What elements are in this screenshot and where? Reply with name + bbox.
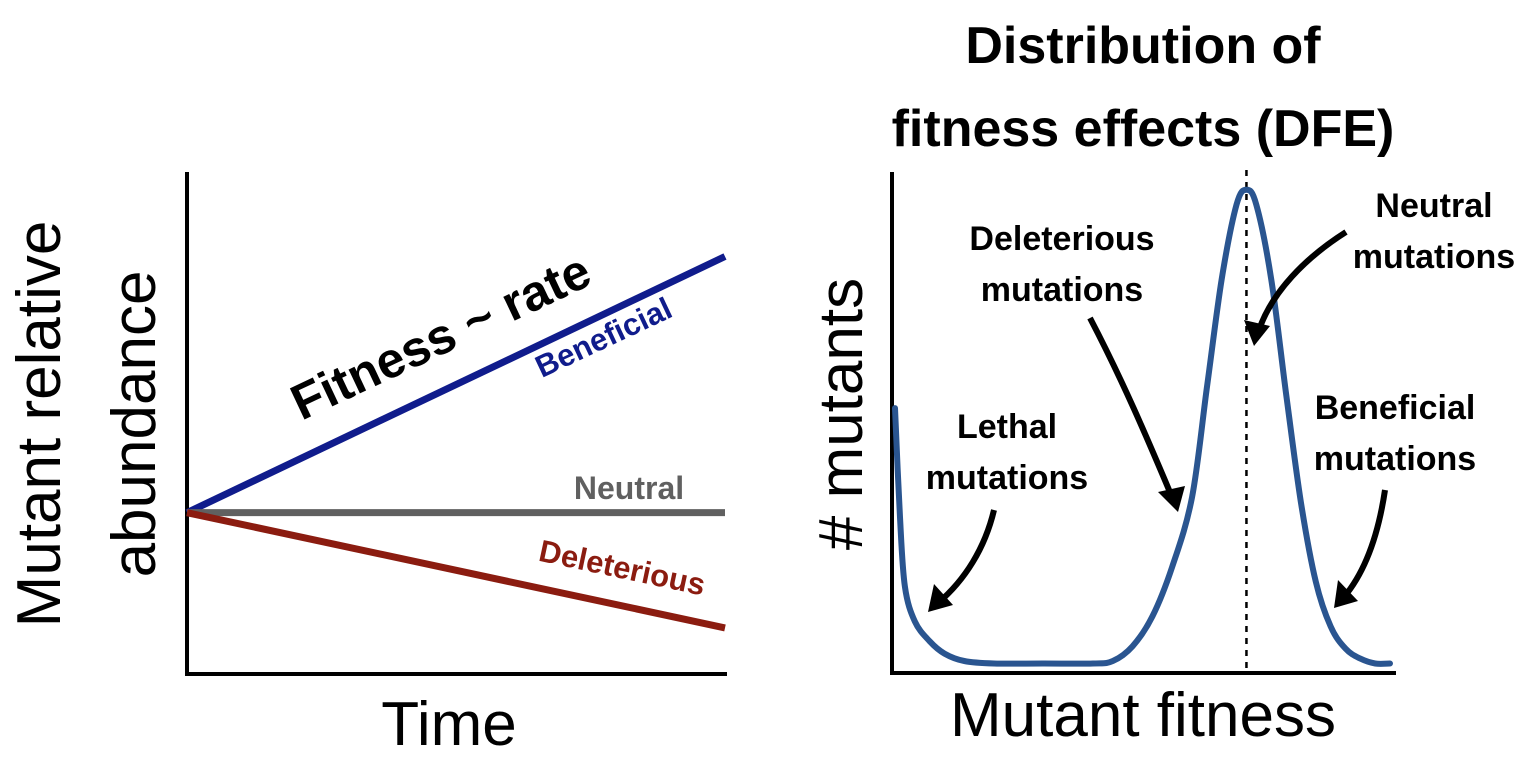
dfe-x-label: Mutant fitness (950, 681, 1336, 750)
beneficial-arrow (1341, 489, 1388, 599)
dfe-curve (892, 186, 1393, 667)
deleterious-arrow (1087, 316, 1175, 499)
deleterious-arrowhead (1158, 486, 1185, 512)
growth-y-label-line2: abundance (100, 271, 169, 578)
growth-panel: Beneficial Neutral Deleterious Fitness ~… (5, 172, 727, 759)
neutral-arrowhead (1244, 320, 1270, 346)
neutral-arrow (1256, 229, 1348, 331)
neutral-mutations-label-line2: mutations (1353, 238, 1515, 276)
growth-x-label: Time (381, 690, 516, 759)
beneficial-mutations-label-line1: Beneficial (1315, 389, 1476, 427)
neutral-label: Neutral (574, 470, 684, 506)
dfe-y-label: # mutants (807, 278, 876, 550)
lethal-arrow (936, 509, 997, 606)
lethal-label-line2: mutations (926, 459, 1088, 497)
beneficial-line (185, 253, 727, 516)
dfe-panel: Distribution of fitness effects (DFE) # … (807, 17, 1515, 750)
deleterious-mutations-label-line2: mutations (981, 271, 1143, 309)
beneficial-arrowhead (1334, 580, 1358, 608)
lethal-label-line1: Lethal (957, 408, 1057, 446)
neutral-mutations-label-line1: Neutral (1375, 187, 1492, 225)
lethal-arrowhead (928, 584, 953, 612)
deleterious-mutations-label-line1: Deleterious (969, 220, 1154, 258)
dfe-title-line1: Distribution of (965, 17, 1321, 75)
deleterious-line (186, 509, 726, 632)
growth-y-label-line1: Mutant relative (5, 221, 74, 628)
dfe-title-line2: fitness effects (DFE) (892, 100, 1395, 158)
beneficial-mutations-label-line2: mutations (1314, 440, 1476, 478)
